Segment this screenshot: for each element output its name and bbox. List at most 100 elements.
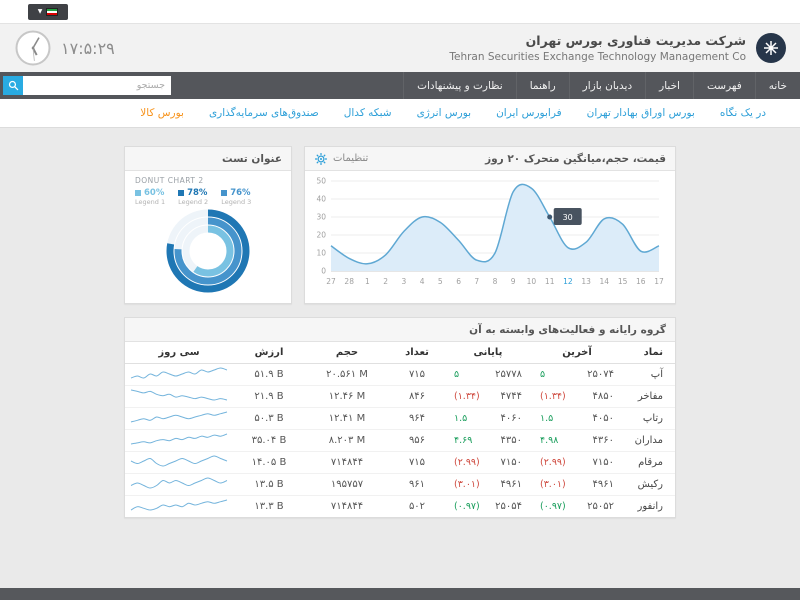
legend-pct: 60% — [144, 188, 165, 198]
legend-swatch — [178, 190, 185, 196]
stocks-table-title: گروه رایانه و فعالیت‌های وابسته به آن — [469, 323, 666, 336]
svg-text:8: 8 — [493, 277, 498, 286]
cell-sparkline — [125, 363, 233, 386]
cell-value: ۱۳.۳ B — [254, 501, 284, 512]
nav-item-5[interactable]: نظارت و پیشنهادات — [403, 72, 516, 99]
cell-count: ۹۶۴ — [389, 407, 445, 430]
nav-item-3[interactable]: دیدبان بازار — [568, 72, 645, 99]
legend-item-2[interactable]: 76% Legend 3 — [221, 188, 251, 206]
cell-last: ۷۱۵۰ (۲.۹۹) — [531, 451, 623, 474]
symbol-link[interactable]: مرقام — [638, 457, 663, 468]
legend-pct: 78% — [187, 188, 208, 198]
cell-close: ۴۰۶۰ ۱.۵ — [445, 407, 531, 430]
svg-text:28: 28 — [344, 277, 354, 286]
clock: ۱۷:۵:۲۹ — [14, 29, 115, 67]
content: قیمت، حجم،میانگین متحرک ۲۰ روز تنظیمات 0… — [124, 128, 676, 518]
cell-sparkline — [125, 473, 233, 496]
svg-text:11: 11 — [545, 277, 555, 286]
cell-sparkline — [125, 496, 233, 518]
cell-last: ۴۹۶۱ (۳.۰۱) — [531, 473, 623, 496]
col-header-2: پایانی — [445, 342, 531, 364]
settings-button[interactable]: تنظیمات — [314, 152, 368, 166]
subnav-item-5[interactable]: صندوق‌های سرمایه‌گذاری — [208, 107, 319, 119]
analog-clock-icon — [15, 30, 51, 66]
site-titles: شرکت مدیریت فناوری بورس تهران Tehran Sec… — [449, 32, 746, 64]
legend-item-0[interactable]: 60% Legend 1 — [135, 188, 165, 206]
cell-sparkline — [125, 429, 233, 452]
symbol-link[interactable]: آپ — [650, 369, 663, 380]
subnav-item-3[interactable]: بورس انرژی — [416, 107, 472, 119]
subnav-item-6[interactable]: بورس کالا — [140, 107, 184, 119]
table-row: مرقام ۷۱۵۰ (۲.۹۹) ۷۱۵۰ (۲.۹۹) ۷۱۵ ۷۱۴۸۴۴ ۱۴.۰۵ … — [125, 451, 675, 474]
symbol-link[interactable]: رکیش — [637, 479, 663, 490]
cell-count: ۷۱۵ — [389, 451, 445, 474]
nav-item-4[interactable]: راهنما — [515, 72, 569, 99]
cell-count: ۹۵۶ — [389, 429, 445, 452]
cell-sparkline — [125, 451, 233, 474]
legend-item-1[interactable]: 78% Legend 2 — [178, 188, 208, 206]
donut-panel: عنوان تست DONUT CHART 2 60% Legend 1 78% Le… — [124, 146, 292, 304]
symbol-link[interactable]: مفاخر — [637, 391, 663, 402]
cell-last: ۴۳۶۰ ۴.۹۸ — [531, 429, 623, 452]
nav-item-0[interactable]: خانه — [754, 72, 800, 99]
chevron-down-icon: ▼ — [37, 8, 43, 15]
search-button[interactable] — [3, 76, 23, 95]
cell-count: ۷۱۵ — [389, 363, 445, 386]
svg-text:30: 30 — [316, 213, 326, 222]
svg-text:10: 10 — [527, 277, 537, 286]
cell-close: ۷۱۵۰ (۲.۹۹) — [445, 451, 531, 474]
table-row: رانفور ۲۵۰۵۲ (۰.۹۷) ۲۵۰۵۴ (۰.۹۷) ۵۰۲ ۷۱۴۸۴۴ ۱۳.… — [125, 496, 675, 518]
cell-last: ۴۰۵۰ ۱.۵ — [531, 407, 623, 430]
donut-chart — [166, 209, 250, 293]
svg-text:40: 40 — [316, 195, 326, 204]
stocks-table-header: گروه رایانه و فعالیت‌های وابسته به آن — [125, 318, 675, 342]
svg-text:10: 10 — [316, 249, 326, 258]
svg-text:4: 4 — [420, 277, 425, 286]
cell-volume: ۷۱۴۸۴۴ — [305, 451, 389, 474]
svg-text:9: 9 — [511, 277, 516, 286]
search-box — [0, 72, 174, 99]
cell-symbol: آپ — [623, 363, 675, 386]
svg-text:0: 0 — [321, 267, 326, 276]
subnav-item-0[interactable]: در یک نگاه — [719, 107, 766, 119]
table-header-row: نماد آخرین پایانی تعداد حجم ارزش سی روز — [125, 342, 675, 364]
stocks-table-panel: گروه رایانه و فعالیت‌های وابسته به آن نم… — [124, 317, 676, 518]
donut-panel-header: عنوان تست — [125, 147, 291, 171]
cell-last: ۲۵۰۵۲ (۰.۹۷) — [540, 501, 614, 512]
svg-text:15: 15 — [618, 277, 628, 286]
subnav: در یک نگاه بورس اوراق بهادار تهران فرابورس… — [0, 99, 800, 128]
symbol-link[interactable]: رتاپ — [642, 413, 663, 424]
gear-icon — [315, 152, 327, 165]
nav-item-1[interactable]: فهرست — [692, 72, 755, 99]
legend-name: Legend 1 — [135, 198, 166, 206]
site-title-en: Tehran Securities Exchange Technology Ma… — [449, 50, 746, 63]
language-selector[interactable]: ▼ — [28, 4, 68, 20]
symbol-link[interactable]: مداران — [634, 435, 663, 446]
svg-text:13: 13 — [581, 277, 591, 286]
search-input[interactable] — [23, 76, 171, 95]
cell-close: ۴۹۶۱ (۳.۰۱) — [445, 473, 531, 496]
symbol-link[interactable]: رانفور — [637, 501, 663, 512]
table-row: رتاپ ۴۰۵۰ ۱.۵ ۴۰۶۰ ۱.۵ ۹۶۴ ۱۲.۴۱ M ۵۰.۳ B — [125, 407, 675, 430]
svg-text:1: 1 — [365, 277, 370, 286]
subnav-item-2[interactable]: فرابورس ایران — [496, 107, 562, 119]
nav-item-2[interactable]: اخبار — [645, 72, 693, 99]
price-chart-body: 0 10 20 30 40 50 27 28 1 2 3 4 5 6 7 8 9 10 11 12 13 14 15 16 17… — [305, 171, 675, 303]
cell-volume: ۸.۲۰۳ M — [305, 429, 389, 452]
col-header-5: ارزش — [233, 342, 305, 364]
cell-count: ۸۴۶ — [389, 385, 445, 408]
cell-volume: ۱۹۵۷۵۷ — [305, 473, 389, 496]
cell-value: ۲۱.۹ B — [233, 385, 305, 408]
main-nav: خانه فهرست اخبار دیدبان بازار راهنما نظارت و … — [0, 72, 800, 99]
table-row: مفاخر ۴۸۵۰ (۱.۳۴) ۴۷۴۴ (۱.۳۴) ۸۴۶ ۱۲.۴۶ M ۲۱.۹ … — [125, 385, 675, 408]
svg-text:14: 14 — [600, 277, 610, 286]
cell-value: ۱۳.۵ B — [233, 473, 305, 496]
col-header-6: سی روز — [125, 342, 233, 364]
cell-count: ۹۶۱ — [389, 473, 445, 496]
cell-symbol: رانفور — [623, 496, 675, 518]
subnav-item-1[interactable]: بورس اوراق بهادار تهران — [586, 107, 695, 119]
subnav-item-4[interactable]: شبکه کدال — [343, 107, 392, 119]
svg-text:6: 6 — [456, 277, 461, 286]
col-header-0: نماد — [623, 342, 675, 364]
